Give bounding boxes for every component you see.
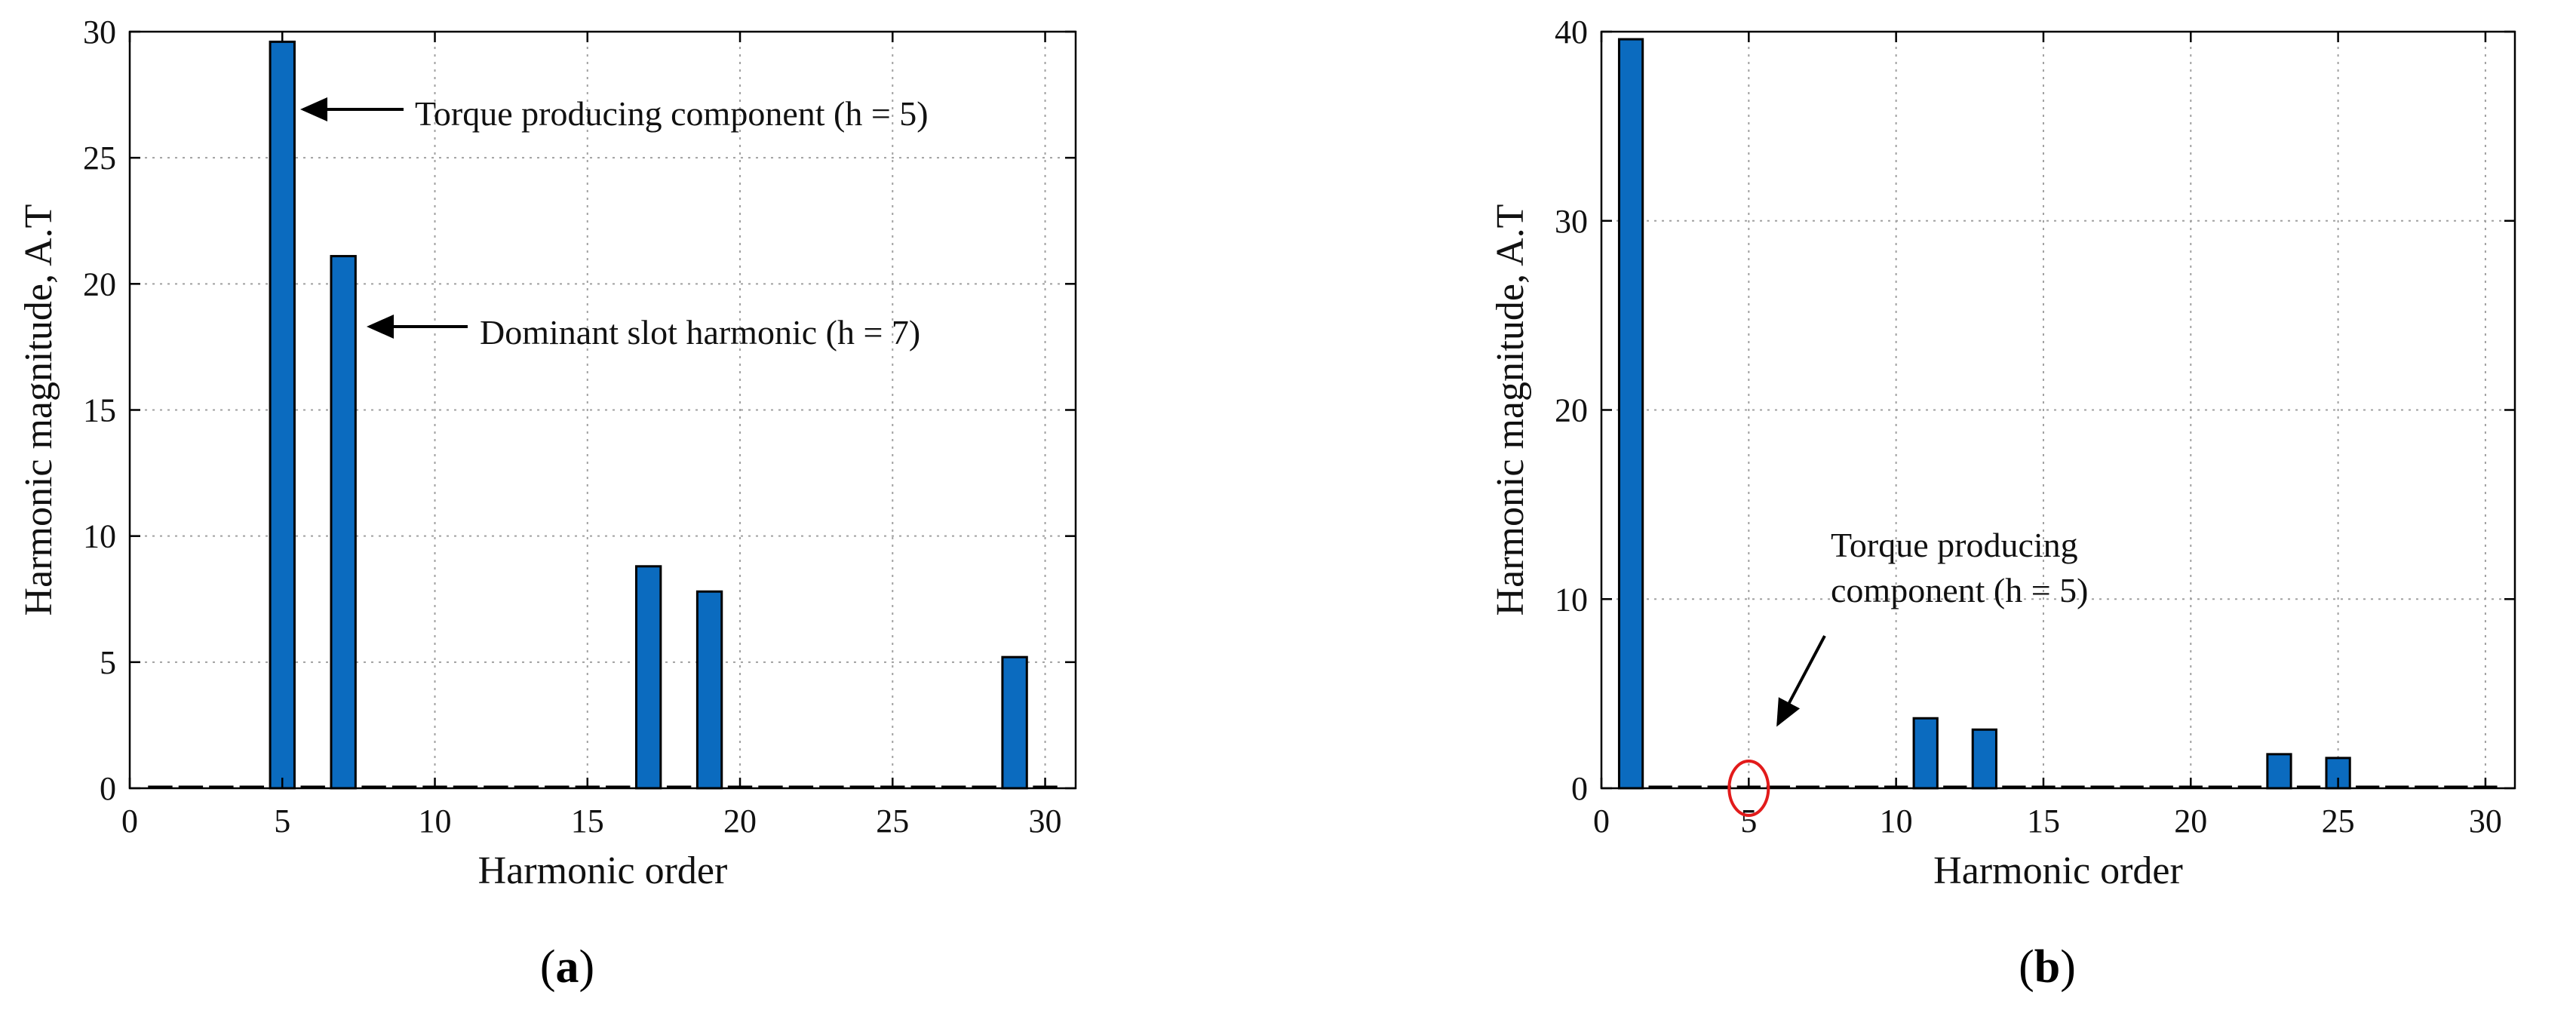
bar-h23 (2266, 753, 2292, 790)
bar-h19 (695, 590, 723, 790)
x-axis-label: Harmonic order (478, 849, 728, 892)
x-tick-label: 5 (1740, 803, 1757, 840)
x-tick-label: 15 (571, 803, 604, 840)
highlight-circle (1727, 760, 1770, 817)
chart-panel-b: 0 5 10 15 20 25 30 0 10 20 30 40 Harmonic order Harmo… (1288, 0, 2576, 1010)
annotation-text: component (h = 5) (1831, 571, 2088, 609)
y-tick-label: 20 (83, 266, 116, 302)
annotation-arrow (1776, 635, 1826, 727)
y-tick-label: 20 (1555, 392, 1588, 429)
bar-h29 (1001, 655, 1028, 790)
x-tick-label: 10 (419, 803, 452, 840)
x-axis-label: Harmonic order (1933, 849, 2183, 892)
y-tick-label: 25 (83, 140, 116, 177)
x-tick-label: 0 (1593, 803, 1610, 840)
x-tick-label: 10 (1880, 803, 1913, 840)
y-tick-label: 15 (83, 392, 116, 429)
bar-h1 (1617, 38, 1644, 790)
bar-h5 (269, 40, 296, 790)
x-tick-label: 0 (121, 803, 138, 840)
y-axis-label: Harmonic magnitude, A.T (1489, 204, 1532, 616)
y-tick-label: 0 (100, 770, 116, 807)
bar-h13 (1971, 728, 1997, 790)
chart-b-svg: 0 5 10 15 20 25 30 0 10 20 30 40 Harmonic order Harmo… (1489, 14, 2516, 993)
annotation-text: Torque producing (1831, 526, 2078, 564)
y-tick-label: 10 (83, 518, 116, 555)
panel-caption: (a) (540, 941, 594, 993)
chart-a-svg: 0 5 10 15 20 25 30 0 5 10 15 20 25 30 Harmonic order Ha… (17, 14, 1077, 993)
y-tick-label: 30 (83, 14, 116, 51)
x-tick-label: 30 (1029, 803, 1062, 840)
x-tick-label: 25 (876, 803, 909, 840)
annotation-text: Dominant slot harmonic (h = 7) (480, 313, 920, 352)
bar-h17 (634, 565, 662, 790)
x-tick-label: 5 (274, 803, 290, 840)
bar-h7 (330, 255, 357, 790)
x-tick-label: 25 (2322, 803, 2355, 840)
x-tick-label: 20 (723, 803, 757, 840)
chart-panel-a: 0 5 10 15 20 25 30 0 5 10 15 20 25 30 Harmonic order Ha… (17, 14, 1077, 993)
annotation-text: Torque producing component (h = 5) (415, 94, 929, 133)
bar-h11 (1912, 717, 1939, 790)
y-tick-label: 10 (1555, 581, 1588, 618)
x-tick-label: 30 (2469, 803, 2502, 840)
x-tick-label: 20 (2174, 803, 2207, 840)
y-tick-label: 30 (1555, 203, 1588, 240)
y-tick-label: 0 (1571, 770, 1588, 807)
x-tick-label: 15 (2027, 803, 2060, 840)
y-tick-label: 5 (100, 644, 116, 681)
y-tick-label: 40 (1555, 14, 1588, 51)
panel-caption: (b) (2019, 941, 2076, 993)
y-axis-label: Harmonic magnitude, A.T (17, 204, 60, 616)
